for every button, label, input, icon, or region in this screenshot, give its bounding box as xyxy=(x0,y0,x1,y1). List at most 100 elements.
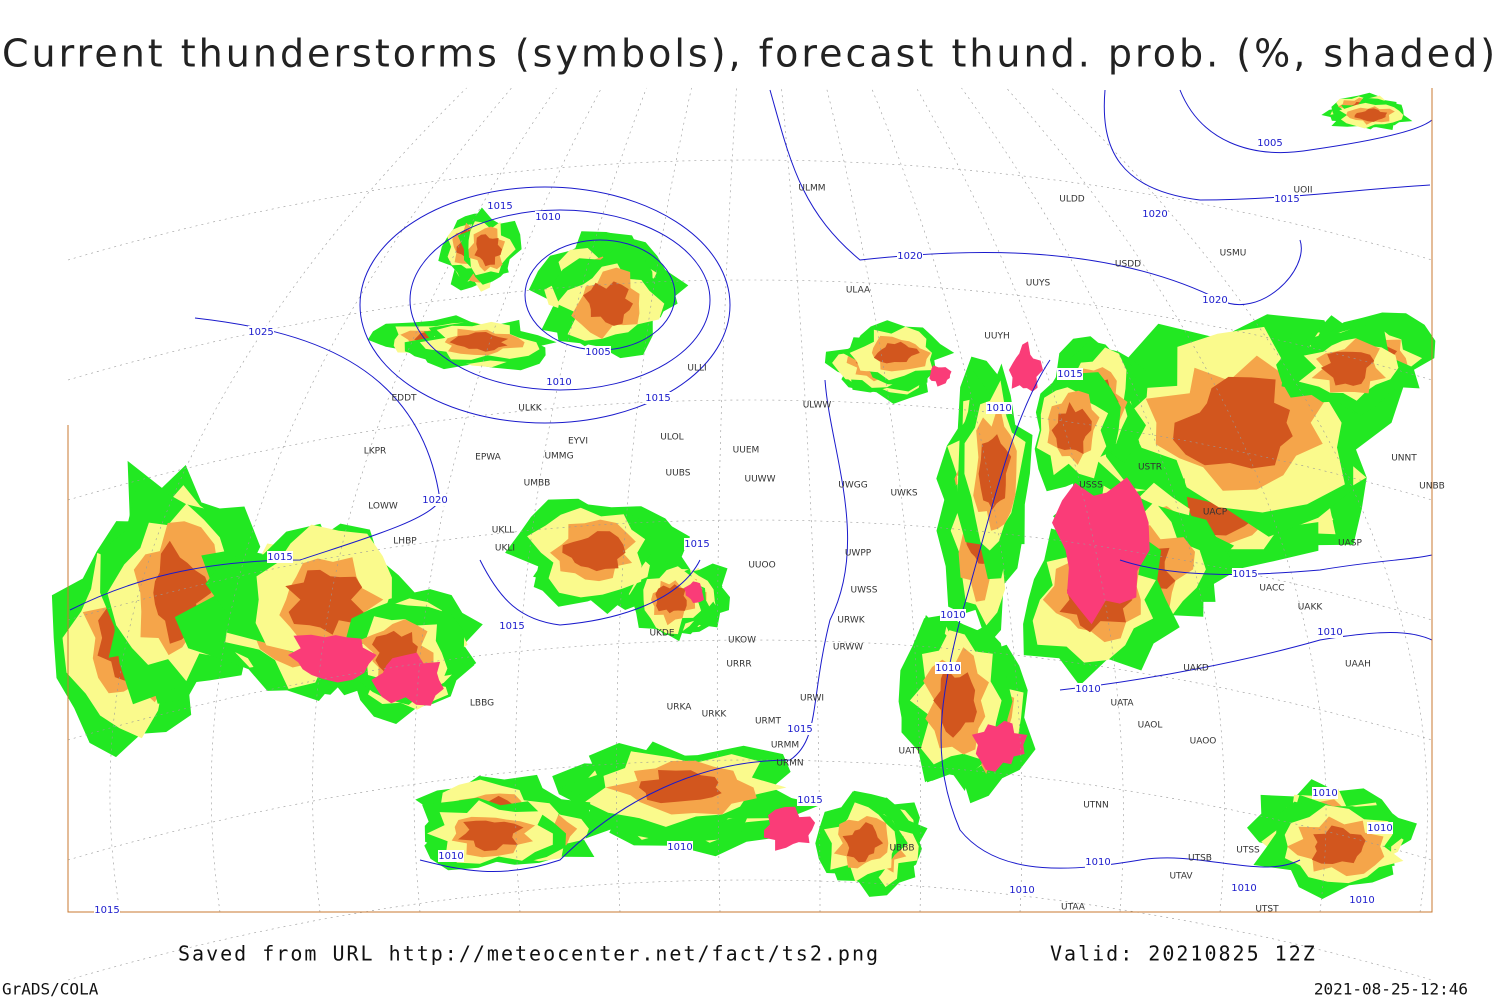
isobar-label-bg xyxy=(1231,882,1257,894)
station-label: UWPP xyxy=(845,549,872,559)
isobar-label: 1005 xyxy=(1257,138,1282,149)
station-label: ULKK xyxy=(518,404,543,414)
station-label: URMT xyxy=(755,717,782,727)
isobar-label-bg xyxy=(1009,884,1035,896)
station-label: UASP xyxy=(1338,539,1362,549)
isobar-label: 1015 xyxy=(94,905,119,916)
probability-area xyxy=(1173,376,1293,469)
isobar-label: 1020 xyxy=(1202,295,1227,306)
station-label: EPWA xyxy=(475,453,502,463)
graticule xyxy=(67,87,1433,981)
isobar-label: 1015 xyxy=(684,539,709,550)
station-label: UTSB xyxy=(1188,854,1212,864)
isobar-label: 1015 xyxy=(1057,369,1082,380)
station-label: USDD xyxy=(1115,260,1141,270)
isobar-label: 1020 xyxy=(422,495,447,506)
station-labels: ULMM ULDD USDD USMU ULAA UUYS UUYH ULWW ULOL UUEM… xyxy=(364,184,1445,915)
isobar-label-bg xyxy=(940,609,966,621)
probability-area xyxy=(583,281,633,326)
station-label: USSS xyxy=(1079,481,1103,491)
parallel xyxy=(67,159,1433,261)
station-label: URKK xyxy=(702,710,728,720)
map-title: Current thunderstorms (symbols), forecas… xyxy=(2,32,1498,76)
isobar-label-bg xyxy=(1075,683,1101,695)
isobars xyxy=(69,89,1433,872)
isobar-label: 1020 xyxy=(1142,209,1167,220)
isobar xyxy=(69,317,441,611)
probability-area xyxy=(1354,108,1388,122)
station-label: UTNN xyxy=(1083,801,1109,811)
isobar-label: 1010 xyxy=(940,610,965,621)
isobar-label-bg xyxy=(986,402,1012,414)
station-label: UKDE xyxy=(649,629,674,639)
station-label: UUYS xyxy=(1026,279,1051,289)
station-label: URWI xyxy=(800,694,824,704)
station-label: URKA xyxy=(667,703,693,713)
isobar-label-bg xyxy=(797,794,823,806)
isobar-label: 1010 xyxy=(1367,823,1392,834)
station-label: UUOO xyxy=(748,561,775,571)
isobar-label: 1005 xyxy=(585,347,610,358)
storm-area xyxy=(1052,477,1150,625)
probability-area xyxy=(285,569,364,635)
isobar xyxy=(940,359,1301,869)
station-label: LOWW xyxy=(368,502,398,512)
station-label: UBBB xyxy=(889,844,914,854)
meridian xyxy=(616,87,692,913)
isobar-label-bg xyxy=(94,904,120,916)
station-label: EDDT xyxy=(391,394,417,404)
storm-area xyxy=(971,720,1028,772)
station-label: UAOO xyxy=(1190,737,1217,747)
station-label: UNNT xyxy=(1391,454,1417,464)
isobar-label-bg xyxy=(935,662,961,674)
station-label: UAKK xyxy=(1298,603,1324,613)
isobar-label-bg xyxy=(1085,856,1111,868)
isobar-label: 1025 xyxy=(248,327,273,338)
station-label: UTSS xyxy=(1236,846,1260,856)
station-label: USTR xyxy=(1138,463,1162,473)
probability-area xyxy=(449,332,509,352)
isobar-label-bg xyxy=(499,620,525,632)
station-label: UOII xyxy=(1294,186,1313,196)
station-label: UMBB xyxy=(524,479,551,489)
station-label: URMM xyxy=(771,741,799,751)
isobar-label-bg xyxy=(267,551,293,563)
station-label: ULOL xyxy=(660,433,683,443)
isobar-label: 1010 xyxy=(1009,885,1034,896)
station-label: UUWW xyxy=(745,475,776,485)
isobar xyxy=(1179,89,1433,153)
isobar-label: 1015 xyxy=(787,724,812,735)
isobar xyxy=(359,186,731,424)
station-label: UUBS xyxy=(666,469,691,479)
station-label: UKOW xyxy=(728,636,756,646)
isobar-label: 1015 xyxy=(645,393,670,404)
isobar-labels: 1015 1010 1005 1010 1015 1025 1020 1015 1015 1015… xyxy=(94,137,1393,916)
station-label: UAOL xyxy=(1138,721,1163,731)
isobar-label-bg xyxy=(1312,787,1338,799)
meridian xyxy=(211,87,512,913)
parallel xyxy=(67,399,1433,501)
isobar-label: 1015 xyxy=(267,552,292,563)
isobar-label: 1010 xyxy=(1085,857,1110,868)
meridian xyxy=(961,87,1225,913)
storm-area xyxy=(288,634,377,683)
isobar-label: 1010 xyxy=(1231,883,1256,894)
station-label: UTST xyxy=(1255,905,1279,915)
storm-area xyxy=(764,806,816,851)
software-credit: GrADS/COLA xyxy=(2,980,99,999)
isobar xyxy=(1119,554,1433,575)
isobar-label: 1010 xyxy=(986,403,1011,414)
probability-area xyxy=(1311,825,1366,864)
isobar-label-bg xyxy=(1057,368,1083,380)
isobar-label-bg xyxy=(684,538,710,550)
isobar-label-bg xyxy=(535,211,561,223)
probability-area xyxy=(842,822,884,863)
isobar-label: 1020 xyxy=(897,251,922,262)
probability-area xyxy=(639,770,722,804)
isobar-label-bg xyxy=(1274,193,1300,205)
isobar-label: 1010 xyxy=(935,663,960,674)
valid-time: Valid: 20210825 12Z xyxy=(1050,942,1317,966)
isobar-label: 1010 xyxy=(1075,684,1100,695)
timestamp: 2021-08-25-12:46 xyxy=(1314,980,1468,999)
station-label: UATT xyxy=(899,747,922,757)
